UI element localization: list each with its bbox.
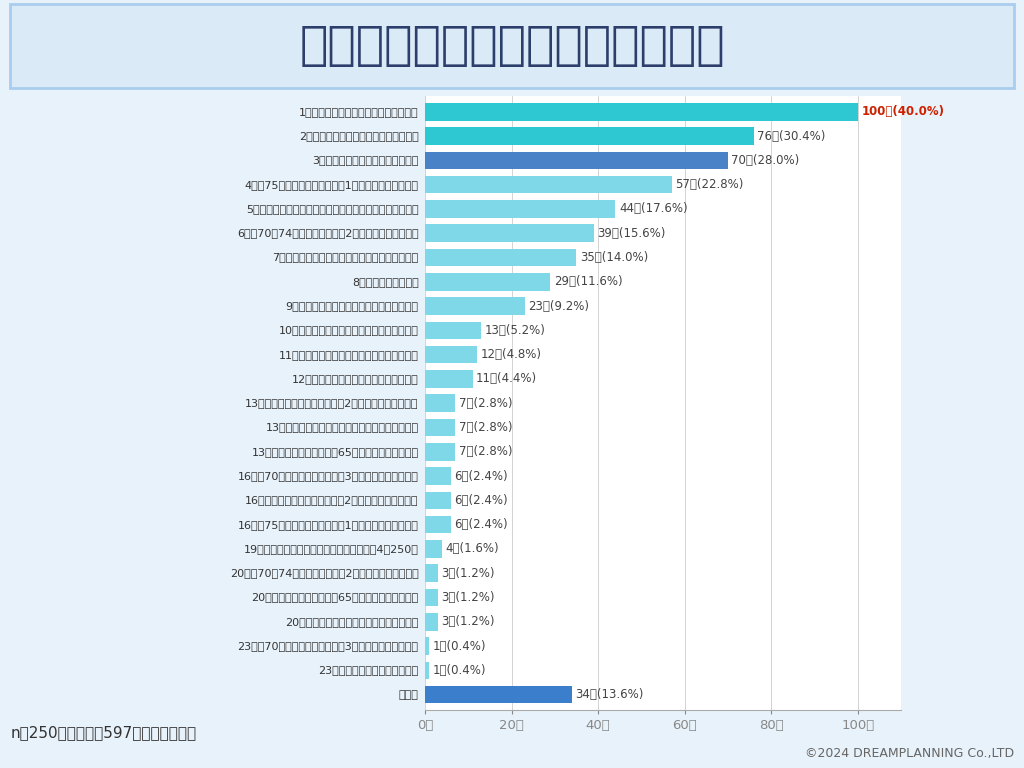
Text: 4位：75歳以上の医療費負担（1割）を引き上げるべき: 4位：75歳以上の医療費負担（1割）を引き上げるべき (245, 180, 419, 190)
Text: 6人(2.4%): 6人(2.4%) (455, 469, 508, 482)
Text: 1位：生活保護の不正受給を防止すべき: 1位：生活保護の不正受給を防止すべき (299, 107, 419, 117)
Text: 7人(2.8%): 7人(2.8%) (459, 421, 512, 434)
Text: 39人(15.6%): 39人(15.6%) (597, 227, 666, 240)
Text: 12人(4.8%): 12人(4.8%) (480, 348, 542, 361)
Text: 23位：70歳未満の医療費負担（3割）を引き下げるべき: 23位：70歳未満の医療費負担（3割）を引き下げるべき (238, 641, 419, 651)
Bar (425, 200, 615, 217)
Bar (425, 661, 429, 679)
Text: 日本の社会保障料をどうすべき？: 日本の社会保障料をどうすべき？ (299, 24, 725, 68)
Bar (425, 516, 451, 533)
Bar (425, 540, 442, 558)
Text: 35人(14.0%): 35人(14.0%) (580, 251, 648, 264)
Text: 3位：年金の不正受給を防止すべき: 3位：年金の不正受給を防止すべき (312, 155, 419, 165)
Bar (425, 443, 456, 461)
Text: 100人(40.0%): 100人(40.0%) (861, 105, 944, 118)
Bar (425, 419, 456, 436)
Text: 7人(2.8%): 7人(2.8%) (459, 397, 512, 409)
Text: 1人(0.4%): 1人(0.4%) (433, 640, 486, 653)
Text: 3人(1.2%): 3人(1.2%) (441, 567, 495, 580)
Text: 57人(22.8%): 57人(22.8%) (675, 178, 743, 191)
Text: 76人(30.4%): 76人(30.4%) (758, 130, 825, 143)
Bar (425, 346, 477, 363)
Bar (425, 395, 456, 412)
Bar (425, 492, 451, 509)
Text: n＝250　（回答数597・複数回答可）: n＝250 （回答数597・複数回答可） (10, 725, 197, 740)
Bar (425, 686, 572, 703)
Text: 16位：75歳以上の医療費負担（1割）を引き下げるべき: 16位：75歳以上の医療費負担（1割）を引き下げるべき (238, 520, 419, 530)
Bar (425, 589, 438, 606)
Text: 20位：70〜74歳の医療費負担（2割）を引き下げるべき: 20位：70〜74歳の医療費負担（2割）を引き下げるべき (229, 568, 419, 578)
Text: ©2024 DREAMPLANNING Co.,LTD: ©2024 DREAMPLANNING Co.,LTD (805, 747, 1014, 760)
Text: 13位：生活保護制度を見直し、予算を増額すべき: 13位：生活保護制度を見直し、予算を増額すべき (265, 422, 419, 432)
Bar (425, 297, 524, 315)
Text: 29人(11.6%): 29人(11.6%) (554, 275, 623, 288)
Bar (425, 176, 672, 194)
Bar (425, 564, 438, 582)
Text: 23位：介護給付費を削減すべき: 23位：介護給付費を削減すべき (318, 665, 419, 675)
Text: その他: その他 (398, 690, 419, 700)
Bar (425, 103, 858, 121)
Text: 20位：年金保険料の拠出期間を延長すべき: 20位：年金保険料の拠出期間を延長すべき (286, 617, 419, 627)
Text: 6位：70〜74歳の医療費負担（2割）を引き上げるべき: 6位：70〜74歳の医療費負担（2割）を引き上げるべき (237, 228, 419, 238)
Text: 44人(17.6%): 44人(17.6%) (618, 203, 687, 215)
Text: 3人(1.2%): 3人(1.2%) (441, 615, 495, 628)
Text: 2位：社会保険の不正受給を防止すべき: 2位：社会保険の不正受給を防止すべき (299, 131, 419, 141)
Text: 7位：生活保護制度を見直し、予算を削減すべき: 7位：生活保護制度を見直し、予算を削減すべき (272, 253, 419, 263)
Bar (425, 273, 551, 290)
Text: 13人(5.2%): 13人(5.2%) (484, 324, 546, 337)
Text: 10位：子育て支援に関する費用を削減すべき: 10位：子育て支援に関する費用を削減すべき (279, 326, 419, 336)
Text: 11人(4.4%): 11人(4.4%) (476, 372, 538, 386)
Text: 6人(2.4%): 6人(2.4%) (455, 518, 508, 531)
Bar (425, 637, 429, 655)
Text: 70人(28.0%): 70人(28.0%) (731, 154, 800, 167)
Text: 13位：年金支給開始年齢（65歳）を引き上げるべき: 13位：年金支給開始年齢（65歳）を引き上げるべき (252, 447, 419, 457)
FancyBboxPatch shape (10, 4, 1014, 88)
Bar (425, 127, 754, 145)
Text: 11位：全世代の医療費負担を引き上げるべき: 11位：全世代の医療費負担を引き上げるべき (279, 349, 419, 359)
Bar (425, 151, 728, 169)
Bar (425, 322, 481, 339)
Text: 3人(1.2%): 3人(1.2%) (441, 591, 495, 604)
Text: 20位：年金支給開始年齢（65歳）を引き下げるべき: 20位：年金支給開始年齢（65歳）を引き下げるべき (251, 592, 419, 602)
Text: 4人(1.6%): 4人(1.6%) (445, 542, 500, 555)
Bar (425, 249, 577, 266)
Text: 19位：年金の受給金額を引き下げるべき　4／250名: 19位：年金の受給金額を引き下げるべき 4／250名 (244, 544, 419, 554)
Bar (425, 613, 438, 631)
Text: 16位：未就学児の医療費負担（2割）を引き上げるべき: 16位：未就学児の医療費負担（2割）を引き上げるべき (245, 495, 419, 505)
Bar (425, 370, 472, 388)
Text: 12位：年金の受給金額を引き上げるべき: 12位：年金の受給金額を引き上げるべき (292, 374, 419, 384)
Text: 9位：全世代の医療費負担を引き下げるべき: 9位：全世代の医療費負担を引き下げるべき (286, 301, 419, 311)
Text: 16位：70歳未満の医療費負担（3割）を引き上げるべき: 16位：70歳未満の医療費負担（3割）を引き上げるべき (238, 471, 419, 481)
Text: 23人(9.2%): 23人(9.2%) (528, 300, 589, 313)
Text: 8位：現状維持でよい: 8位：現状維持でよい (352, 276, 419, 286)
Bar (425, 467, 451, 485)
Text: 6人(2.4%): 6人(2.4%) (455, 494, 508, 507)
Bar (425, 224, 594, 242)
Text: 1人(0.4%): 1人(0.4%) (433, 664, 486, 677)
Text: 5位：生活保護受給者に対する収入調査などを徹底すべき: 5位：生活保護受給者に対する収入調査などを徹底すべき (246, 204, 419, 214)
Text: 7人(2.8%): 7人(2.8%) (459, 445, 512, 458)
Text: 34人(13.6%): 34人(13.6%) (575, 688, 644, 701)
Text: 13位：未就学児の医療費負担（2割）を引き下げるべき: 13位：未就学児の医療費負担（2割）を引き下げるべき (245, 398, 419, 409)
